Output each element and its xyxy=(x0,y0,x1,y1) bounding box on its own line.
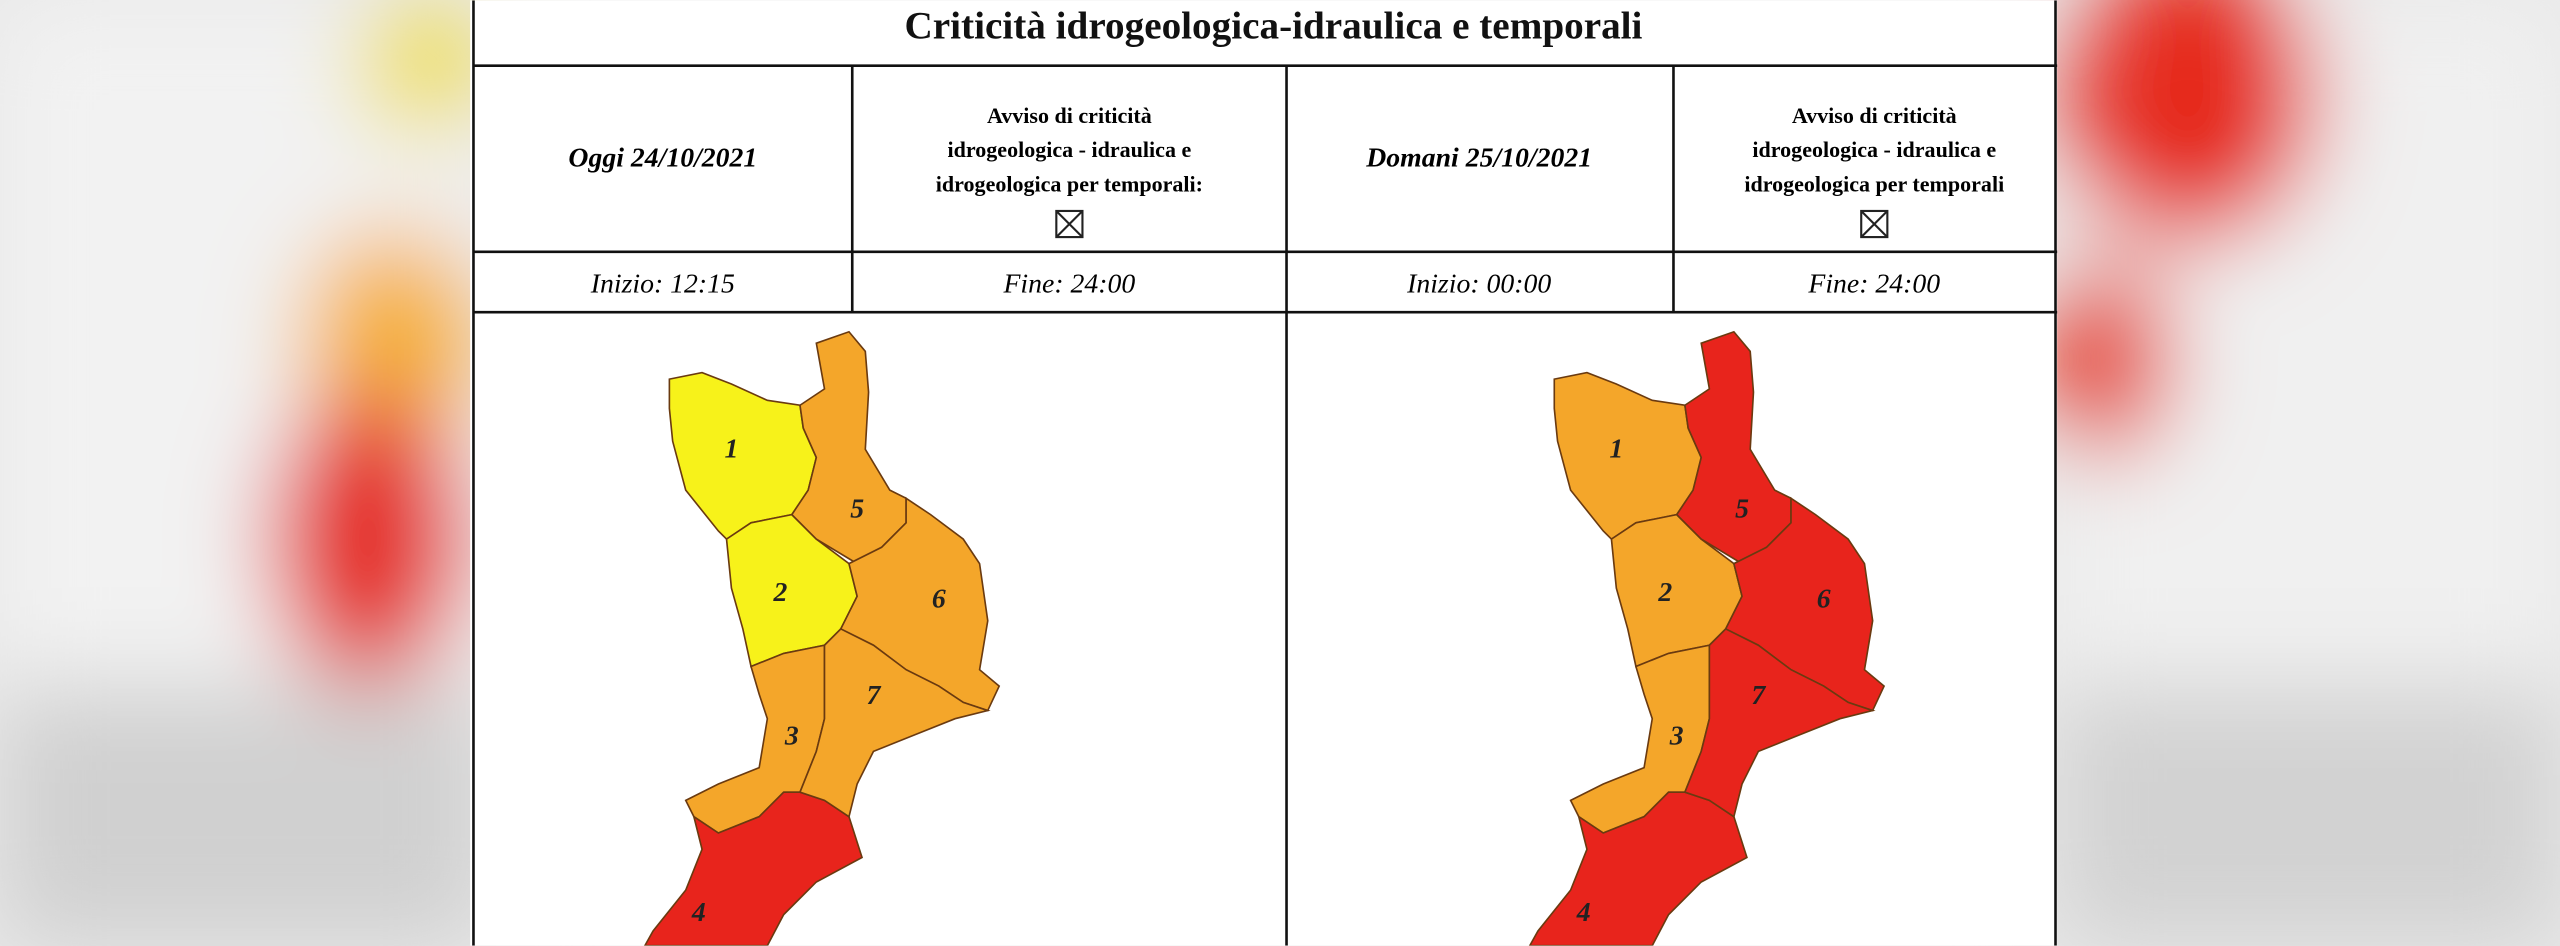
zone-label: 5 xyxy=(850,494,864,525)
zone-label: 2 xyxy=(772,577,787,608)
zone-map: 1 2 3 4 5 6 7 xyxy=(1528,330,1886,946)
end-time: Fine: 24:00 xyxy=(1807,268,1940,299)
start-time: Inizio: 00:00 xyxy=(1406,268,1551,299)
notice-text: Avviso di criticità xyxy=(1792,103,1957,128)
day-date: Oggi 24/10/2021 xyxy=(568,143,757,174)
start-time: Inizio: 12:15 xyxy=(590,268,735,299)
end-time: Fine: 24:00 xyxy=(1002,268,1135,299)
zone-label: 7 xyxy=(867,680,882,711)
zone-label: 7 xyxy=(1751,680,1766,711)
zone xyxy=(1528,791,1748,946)
zone-label: 5 xyxy=(1735,494,1749,525)
notice-text: idrogeologica - idraulica e xyxy=(948,137,1192,162)
bulletin: Criticità idrogeologica-idraulica e temp… xyxy=(472,0,2058,946)
checkbox xyxy=(1055,209,1084,239)
zone-label: 1 xyxy=(724,433,738,464)
zone-label: 6 xyxy=(1817,584,1831,615)
notice-text: idrogeologica per temporali xyxy=(1744,172,2004,197)
notice-text: idrogeologica per temporali: xyxy=(936,172,1203,197)
zone-label: 1 xyxy=(1609,433,1623,464)
day-date: Domani 25/10/2021 xyxy=(1365,143,1592,174)
checkbox-cross xyxy=(1055,210,1084,238)
zone-label: 4 xyxy=(691,897,706,928)
zone-label: 2 xyxy=(1657,577,1672,608)
zone-label: 3 xyxy=(1669,721,1684,752)
zone-label: 6 xyxy=(932,584,946,615)
notice-text: Avviso di criticità xyxy=(987,103,1152,128)
zone-label: 4 xyxy=(1576,897,1591,928)
checkbox-cross xyxy=(1860,210,1889,238)
title: Criticità idrogeologica-idraulica e temp… xyxy=(905,5,1643,48)
zone-label: 3 xyxy=(784,721,799,752)
zone xyxy=(643,791,864,946)
zone xyxy=(1683,627,1876,818)
checkbox xyxy=(1860,209,1889,239)
zone xyxy=(798,627,991,818)
zone-map: 1 2 3 4 5 6 7 xyxy=(643,330,1001,946)
notice-text: idrogeologica - idraulica e xyxy=(1752,137,1996,162)
